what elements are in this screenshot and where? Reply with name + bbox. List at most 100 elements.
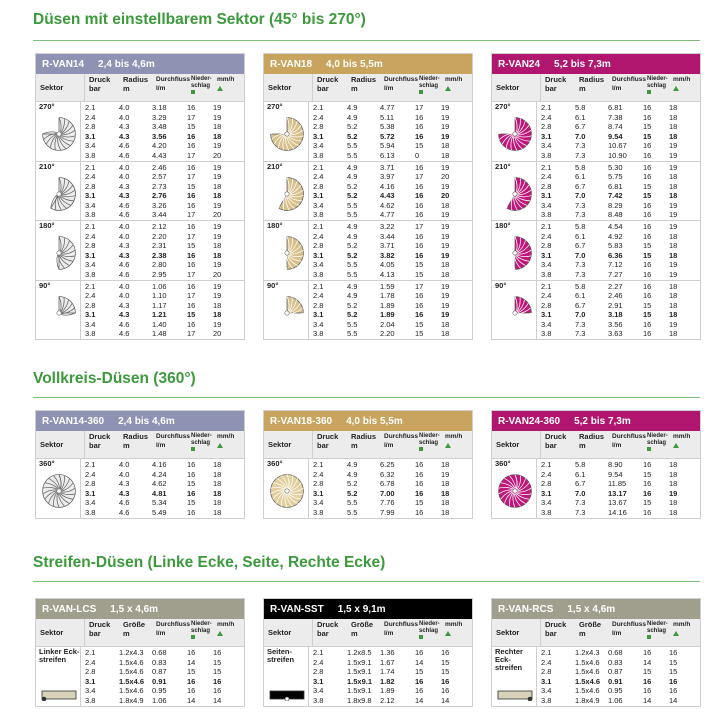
col-radius: Radius m: [351, 431, 384, 458]
druck-value: 3.4: [313, 141, 324, 150]
table-row: 3.1 4.3 1.21 15 18: [81, 310, 244, 320]
table-row: 2.8 6.7 6.81 15 18: [537, 182, 700, 192]
druck-value: 3.4: [541, 200, 552, 210]
niederschlag-value: 16: [643, 200, 652, 210]
mmh-value: 15: [669, 657, 678, 667]
square-marker: [647, 447, 651, 451]
mmh-value: 19: [213, 103, 222, 112]
col-mmh-label: mm/h: [673, 433, 691, 440]
col-sektor: Sektor: [492, 431, 541, 458]
durchfluss-value: 8.90: [608, 460, 623, 469]
durchfluss-value: 3.56: [152, 131, 167, 141]
col-radius: Radius m: [579, 431, 612, 458]
niederschlag-value: 16: [187, 488, 196, 498]
mmh-value: 18: [441, 150, 450, 160]
durchfluss-value: 2.95: [152, 269, 167, 279]
col-nieder-label: Nieder-: [647, 433, 668, 439]
table-row: 3.8 4.6 4.43 17 20: [81, 151, 244, 161]
radius-value: 6.7: [575, 300, 586, 310]
table-row: 3.1 7.0 3.18 15 18: [537, 310, 700, 320]
durchfluss-value: 4.77: [380, 103, 395, 112]
square-marker: [647, 635, 651, 639]
druck-value: 2.8: [85, 479, 96, 488]
column-headers: Sektor Druck bar Größe m Durchfluss l/m Nieder-…: [492, 619, 700, 647]
druck-value: 2.4: [313, 469, 324, 479]
druck-value: 3.8: [85, 329, 96, 338]
card-header: R-VAN14-360 2,4 bis 4,6m: [36, 411, 244, 431]
col-druck-unit: bar: [545, 440, 557, 450]
table-row: 2.8 6.7 11.85 16 18: [537, 479, 700, 489]
strip-pattern-icon: [40, 657, 78, 702]
group-rows: 2.1 4.0 1.06 16 19 2.4 4.0 1.10 17 19 2.8 4.3 1.17 16…: [81, 281, 244, 340]
table-row: 2.8 5.2 5.38 16 19: [309, 122, 472, 132]
mmh-value: 18: [669, 281, 678, 291]
radius-value: 7.3: [575, 498, 586, 507]
col-radius: Radius m: [351, 74, 384, 101]
table-row: 2.1 4.0 2.12 16 19: [81, 222, 244, 232]
col-durchfluss: Durchfluss l/m: [384, 431, 419, 458]
group-rows: 2.1 4.0 2.12 16 19 2.4 4.0 2.20 17 19 2.8 4.3 2.31 15…: [81, 221, 244, 280]
nozzle-card-r-van24: R-VAN24 5,2 bis 7,3m Sektor Druck bar Radius m…: [491, 53, 701, 340]
durchfluss-value: 4.77: [380, 210, 395, 219]
square-marker: [647, 90, 651, 94]
niederschlag-value: 17: [187, 329, 196, 338]
durchfluss-value: 9.54: [608, 131, 623, 141]
radius-value: 6.7: [575, 122, 586, 131]
table-row: 2.1 4.9 6.25 16 18: [309, 460, 472, 470]
group-label-cell: 270°: [264, 102, 309, 161]
niederschlag-value: 15: [415, 319, 424, 329]
radius-value: 5.8: [575, 281, 586, 291]
radius-value: 1.5x9.1: [347, 676, 373, 686]
radius-value: 5.5: [347, 200, 358, 210]
radius-value: 7.3: [575, 329, 586, 338]
group-label-cell: 360°: [36, 459, 81, 518]
col-druck-label: Druck: [89, 75, 111, 84]
druck-value: 3.1: [85, 676, 96, 686]
niederschlag-value: 15: [643, 191, 652, 200]
niederschlag-value: 16: [643, 162, 652, 172]
niederschlag-value: 16: [415, 460, 424, 469]
mmh-value: 18: [441, 488, 450, 498]
radius-value: 5.2: [347, 310, 358, 319]
group-rows: 2.1 1.2x4.3 0.68 16 16 2.4 1.5x4.6 0.83 14 15 2.8 1…: [537, 647, 700, 706]
radius-value: 5.5: [347, 319, 358, 329]
druck-value: 3.4: [313, 498, 324, 507]
spray-sector-icon: [496, 291, 534, 335]
sector-group: 180° 2.1 4.0 2.12 16 19 2.4 4.0 2.20 17 19 2.8 4.3 2.…: [36, 221, 244, 281]
radius-value: 5.5: [347, 150, 358, 160]
radius-value: 1.5x4.6: [575, 667, 600, 676]
col-sektor: Sektor: [36, 74, 85, 101]
niederschlag-value: 16: [415, 112, 424, 122]
mmh-value: 16: [441, 648, 450, 657]
niederschlag-value: 15: [187, 122, 196, 131]
mmh-value: 15: [441, 667, 450, 676]
group-label-cell: 360°: [492, 459, 537, 518]
model-name: R-VAN14-360: [42, 415, 105, 427]
mmh-value: 19: [441, 103, 450, 112]
radius-value: 6.1: [575, 231, 586, 241]
mmh-value: 18: [441, 269, 450, 279]
table-row: 3.4 7.3 8.29 16 19: [537, 201, 700, 211]
radius-value: 7.0: [575, 131, 586, 141]
radius-value: 7.3: [575, 210, 586, 219]
mmh-value: 19: [441, 241, 450, 250]
radius-value: 6.1: [575, 469, 586, 479]
durchfluss-value: 2.38: [152, 250, 167, 260]
table-row: 2.8 6.7 8.74 15 18: [537, 122, 700, 132]
model-name: R-VAN-LCS: [42, 603, 97, 615]
mmh-value: 18: [669, 112, 678, 122]
durchfluss-value: 1.10: [152, 291, 167, 300]
mmh-value: 18: [669, 291, 678, 300]
spray-sector-icon: [496, 112, 534, 156]
niederschlag-value: 16: [643, 210, 652, 219]
mmh-value: 19: [669, 488, 678, 498]
table-row: 3.8 5.5 6.13 0 18: [309, 151, 472, 161]
col-schlag-label: schlag: [191, 627, 211, 634]
column-headers: Sektor Druck bar Radius m Durchfluss l/m Nieder…: [264, 431, 472, 459]
table-row: 3.4 4.6 1.40 16 19: [81, 320, 244, 330]
radius-range: 4,0 bis 5,5m: [346, 415, 403, 427]
druck-value: 3.1: [85, 131, 96, 141]
col-mmh: mm/h: [217, 619, 241, 646]
mmh-value: 20: [213, 150, 222, 160]
card-header: R-VAN-SST 1,5 x 9,1m: [264, 599, 472, 619]
